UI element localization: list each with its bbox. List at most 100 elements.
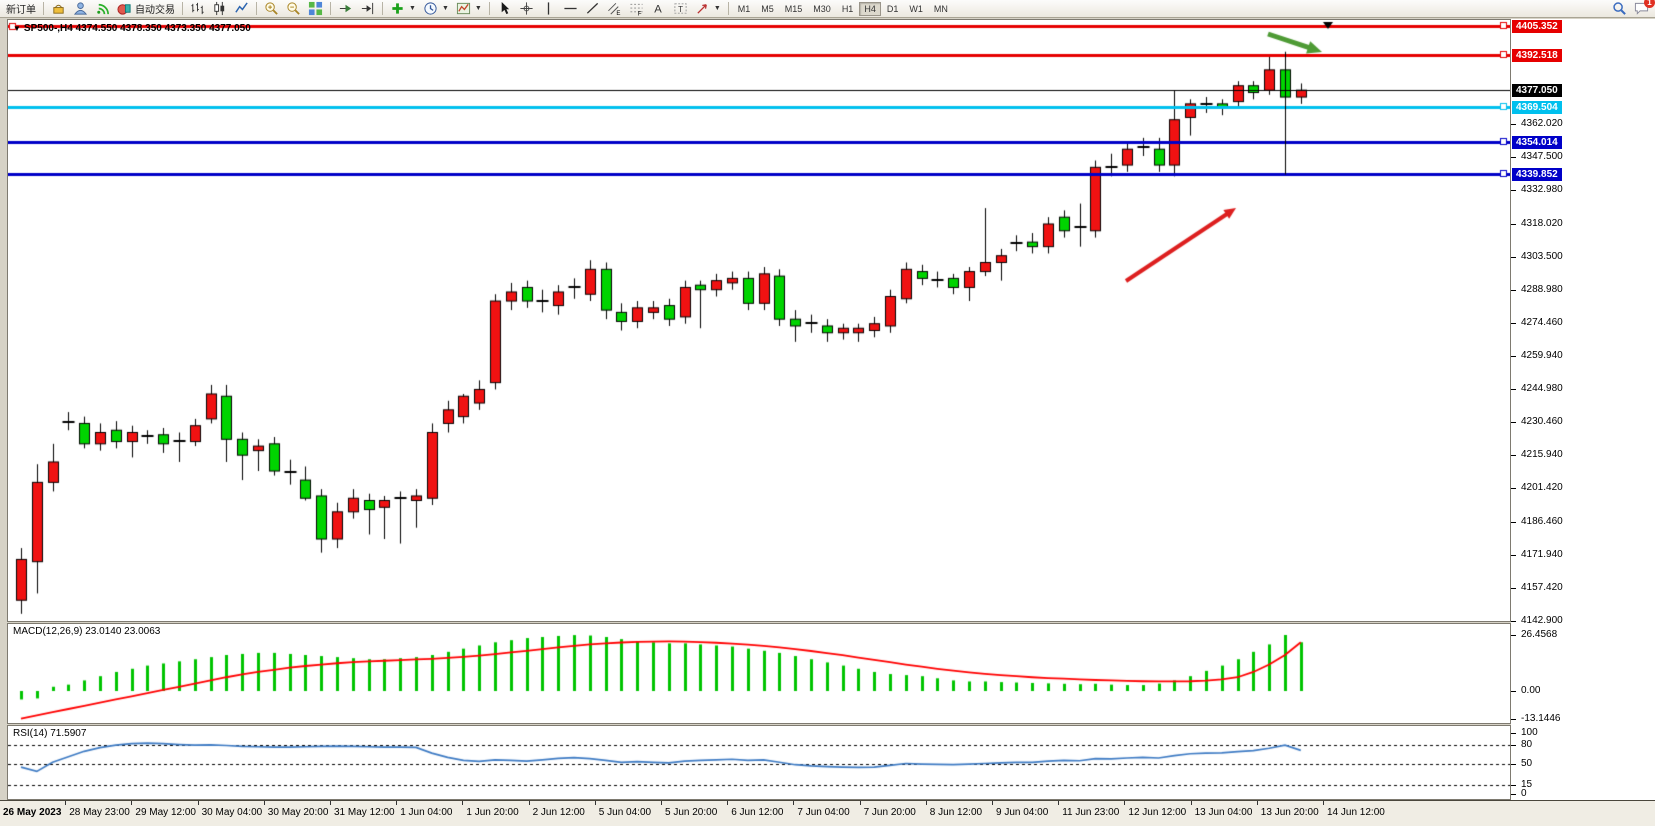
new-order-button[interactable]: 新订单 [3, 0, 39, 18]
time-tick [1124, 801, 1126, 805]
dropdown-caret-icon[interactable]: ▼ [474, 5, 482, 12]
tf-m1-button[interactable]: M1 [737, 3, 751, 14]
axis-tick-label: 4186.460 [1521, 516, 1563, 528]
time-tick [1323, 801, 1324, 805]
tf-h4-button[interactable]: H4 [859, 1, 881, 16]
chat-icon: 1 [1634, 0, 1655, 16]
axis-tick [1511, 634, 1516, 636]
equidistant-channel-button[interactable]: E [604, 0, 625, 18]
dropdown-caret-icon[interactable]: ▼ [713, 5, 721, 12]
time-tick [925, 801, 927, 805]
dropdown-caret-icon[interactable]: ▼ [409, 5, 416, 12]
axis-tick-label: 4362.020 [1521, 118, 1563, 130]
time-label: 5 Jun 20:00 [665, 807, 718, 818]
zoom-in-button[interactable] [261, 0, 282, 18]
candlestick-button[interactable] [209, 0, 230, 18]
autotrading-button[interactable]: 自动交易 [114, 0, 178, 18]
main-chart-canvas[interactable] [8, 20, 1510, 621]
svg-text:E: E [616, 10, 620, 16]
cursor-button[interactable] [494, 0, 515, 18]
tf-h1-button[interactable]: H1 [841, 3, 854, 14]
axis-tick-label: 4171.940 [1521, 549, 1563, 561]
axis-tick [1511, 455, 1516, 457]
templates-button[interactable]: ▼ [453, 0, 485, 18]
chart-title: ▼ SP500-,H4 4374.550 4378.350 4373.350 43… [13, 23, 251, 34]
vertical-line-button[interactable] [538, 0, 559, 18]
axis-tick [1511, 555, 1516, 557]
label-icon: T [673, 1, 688, 16]
time-label: 7 Jun 20:00 [863, 807, 916, 818]
channel-icon: E [607, 1, 622, 16]
axis-tick [1511, 124, 1516, 126]
axis-tick-label: 4332.980 [1521, 184, 1563, 196]
zoom-out-button[interactable] [283, 0, 304, 18]
chat-button[interactable]: 1 [1631, 0, 1655, 18]
fibo-icon: F [629, 1, 644, 16]
auto-scroll-button[interactable] [335, 0, 356, 18]
price-badge: 4354.014 [1512, 136, 1562, 150]
text-label-button[interactable]: T [670, 0, 691, 18]
styler-button[interactable] [48, 0, 69, 18]
time-axis[interactable]: 26 May 2023 28 May 23:00 29 May 12:00 30 Ma… [0, 800, 1655, 826]
template-icon [456, 1, 471, 16]
macd-title: MACD(12,26,9) 23.0140 23.0063 [13, 626, 161, 637]
paint-icon [51, 1, 66, 16]
time-tick [462, 801, 464, 805]
line-chart-button[interactable] [231, 0, 252, 18]
toolbar-separator [330, 2, 331, 15]
fibonacci-button[interactable]: F [626, 0, 647, 18]
price-badge: 4369.504 [1512, 101, 1562, 115]
autotrading-button-label: 自动交易 [135, 5, 175, 16]
time-label: 13 Jun 04:00 [1194, 807, 1253, 818]
macd-panel: MACD(12,26,9) 23.0140 23.0063 [7, 623, 1511, 724]
bar-chart-button[interactable] [187, 0, 208, 18]
time-label: 28 May 23:00 [69, 807, 130, 818]
tf-m30-button[interactable]: M30 [813, 3, 831, 14]
tile-windows-button[interactable] [305, 0, 326, 18]
bars-icon [190, 1, 205, 16]
time-tick [793, 801, 795, 805]
time-label: 1 Jun 04:00 [400, 807, 453, 818]
tf-m5-button[interactable]: M5 [761, 3, 774, 14]
rsi-canvas[interactable] [8, 726, 1510, 799]
crosshair-button[interactable] [516, 0, 537, 18]
macd-canvas[interactable] [8, 624, 1510, 723]
axis-tick-label: 4142.900 [1521, 614, 1563, 626]
axis-tick [1511, 355, 1516, 357]
signals-button[interactable] [92, 0, 113, 18]
toolbar-separator [43, 2, 44, 15]
rsi-panel: RSI(14) 71.5907 [7, 725, 1511, 800]
periods-button[interactable]: ▼ [420, 0, 452, 18]
dropdown-caret-icon[interactable]: ▼ [441, 5, 449, 12]
price-badge: 4392.518 [1512, 49, 1562, 63]
arrowobj-icon [695, 1, 710, 16]
text-button[interactable]: A [648, 0, 669, 18]
tf-w1-button[interactable]: W1 [909, 3, 923, 14]
time-label: 1 Jun 20:00 [466, 807, 519, 818]
price-badge: 4377.050 [1512, 84, 1562, 98]
time-tick [594, 801, 596, 805]
trendline-button[interactable] [582, 0, 603, 18]
tf-m15-button[interactable]: M15 [784, 3, 803, 14]
axis-tick-label: 4347.500 [1521, 151, 1563, 163]
tf-mn-button[interactable]: MN [933, 3, 948, 14]
time-label: 7 Jun 04:00 [797, 807, 850, 818]
axis-tick-label: -13.1446 [1521, 712, 1561, 724]
search-button[interactable] [1609, 0, 1630, 18]
chart-shift-button[interactable] [357, 0, 378, 18]
arrows-button[interactable]: ▼ [692, 0, 724, 18]
community-button[interactable] [70, 0, 91, 18]
tile-icon [308, 1, 323, 16]
tf-d1-button[interactable]: D1 [886, 3, 899, 14]
horizontal-line-button[interactable] [560, 0, 581, 18]
time-label: 2 Jun 12:00 [532, 807, 585, 818]
price-axis[interactable]: 4362.020 4347.500 4332.980 4318.020 4303.500… [1511, 19, 1655, 800]
axis-tick-label: 4215.940 [1521, 449, 1563, 461]
axis-tick [1511, 794, 1516, 795]
zoomin-icon [264, 1, 279, 16]
toolbar-separator [488, 2, 490, 15]
indicators-button[interactable]: ▼ [387, 0, 419, 18]
collapse-arrow-icon[interactable]: ▼ [13, 24, 21, 33]
time-label: 14 Jun 12:00 [1327, 807, 1385, 818]
new-order-button-label: 新订单 [6, 5, 36, 16]
